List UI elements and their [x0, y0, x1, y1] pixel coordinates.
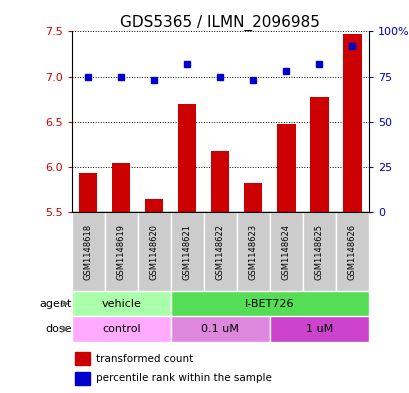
Text: GSM1148623: GSM1148623 [248, 224, 257, 279]
Bar [171, 291, 368, 316]
Text: GSM1148622: GSM1148622 [216, 224, 224, 279]
Bar [178, 104, 196, 212]
Bar [203, 212, 236, 291]
Bar [244, 183, 262, 212]
Text: percentile rank within the sample: percentile rank within the sample [95, 373, 271, 383]
Bar [269, 212, 302, 291]
Text: agent: agent [39, 299, 72, 309]
Text: GSM1148626: GSM1148626 [347, 224, 356, 279]
Text: I-BET726: I-BET726 [245, 299, 294, 309]
Title: GDS5365 / ILMN_2096985: GDS5365 / ILMN_2096985 [120, 15, 319, 31]
Bar [211, 151, 229, 212]
Bar [236, 212, 269, 291]
Text: GSM1148619: GSM1148619 [117, 224, 126, 279]
Text: dose: dose [45, 324, 72, 334]
Bar [74, 372, 89, 385]
Bar [72, 316, 171, 342]
Text: GSM1148618: GSM1148618 [83, 224, 92, 279]
Bar [335, 212, 368, 291]
Bar [310, 97, 328, 212]
Text: 0.1 uM: 0.1 uM [201, 324, 239, 334]
Bar [343, 34, 361, 212]
Text: 1 uM: 1 uM [305, 324, 332, 334]
Text: GSM1148624: GSM1148624 [281, 224, 290, 279]
Bar [112, 163, 130, 212]
Bar [276, 124, 295, 212]
Bar [171, 316, 269, 342]
Text: control: control [102, 324, 140, 334]
Bar [74, 352, 89, 365]
Text: GSM1148620: GSM1148620 [149, 224, 158, 279]
Text: GSM1148621: GSM1148621 [182, 224, 191, 279]
Bar [302, 212, 335, 291]
Text: transformed count: transformed count [95, 354, 192, 364]
Bar [105, 212, 137, 291]
Bar [137, 212, 171, 291]
Text: vehicle: vehicle [101, 299, 141, 309]
Bar [72, 291, 171, 316]
Bar [269, 316, 368, 342]
Bar [79, 173, 97, 212]
Bar [171, 212, 203, 291]
Text: GSM1148625: GSM1148625 [314, 224, 323, 279]
Bar [145, 198, 163, 212]
Bar [72, 212, 105, 291]
